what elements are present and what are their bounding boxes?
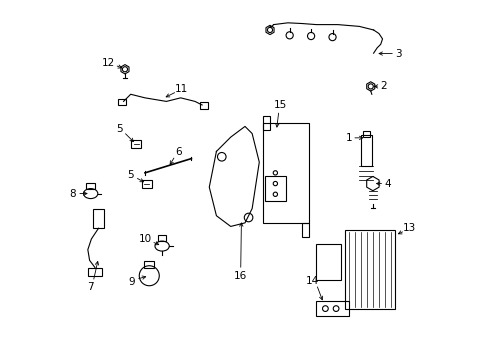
Bar: [142, 180, 152, 188]
Bar: [265, 176, 286, 202]
Text: 10: 10: [139, 234, 152, 244]
Text: 3: 3: [395, 49, 402, 59]
Bar: [345, 230, 395, 309]
Bar: [317, 301, 348, 316]
Text: 14: 14: [306, 276, 319, 286]
Bar: [88, 267, 102, 276]
Bar: [200, 103, 208, 109]
Bar: [131, 140, 141, 148]
Text: 11: 11: [175, 84, 188, 94]
Text: 7: 7: [87, 282, 94, 292]
Text: 15: 15: [273, 100, 287, 110]
Bar: [363, 131, 370, 137]
Bar: [144, 261, 154, 267]
Bar: [86, 183, 95, 189]
Bar: [317, 244, 342, 280]
Bar: [158, 235, 167, 242]
Bar: [302, 223, 309, 237]
Text: 9: 9: [128, 277, 135, 287]
Text: 1: 1: [346, 133, 353, 143]
Bar: [361, 135, 372, 166]
Text: 8: 8: [70, 189, 76, 199]
Text: 2: 2: [380, 81, 387, 91]
Text: 12: 12: [102, 58, 115, 68]
Text: 16: 16: [234, 271, 247, 281]
Bar: [263, 116, 270, 130]
Text: 5: 5: [127, 170, 134, 180]
Text: 6: 6: [175, 147, 182, 157]
Bar: [93, 208, 104, 228]
Text: 4: 4: [385, 179, 391, 189]
Bar: [263, 123, 309, 223]
Text: 13: 13: [403, 223, 416, 233]
Text: 5: 5: [116, 124, 122, 134]
Bar: [118, 99, 126, 105]
